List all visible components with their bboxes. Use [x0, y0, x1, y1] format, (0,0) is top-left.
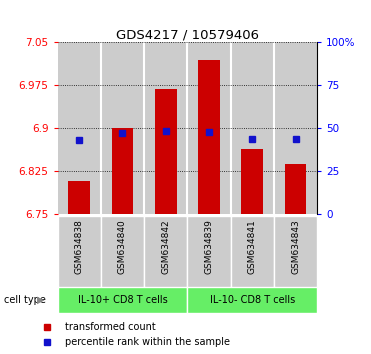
- Bar: [144, 42, 187, 214]
- Text: transformed count: transformed count: [65, 321, 156, 332]
- Bar: [58, 287, 187, 313]
- Text: ▶: ▶: [37, 295, 45, 305]
- Text: IL-10+ CD8 T cells: IL-10+ CD8 T cells: [78, 295, 167, 305]
- Text: GSM634839: GSM634839: [204, 219, 213, 274]
- Text: GSM634841: GSM634841: [248, 219, 257, 274]
- Bar: [144, 216, 187, 287]
- Bar: [187, 42, 231, 214]
- Bar: [58, 42, 101, 214]
- Text: GSM634843: GSM634843: [291, 219, 300, 274]
- Bar: [58, 216, 101, 287]
- Bar: [101, 42, 144, 214]
- Bar: [112, 129, 133, 214]
- Bar: [198, 60, 220, 214]
- Text: GSM634838: GSM634838: [75, 219, 83, 274]
- Bar: [155, 90, 177, 214]
- Text: IL-10- CD8 T cells: IL-10- CD8 T cells: [210, 295, 295, 305]
- Text: GSM634840: GSM634840: [118, 219, 127, 274]
- Bar: [187, 287, 317, 313]
- Bar: [242, 149, 263, 214]
- Text: cell type: cell type: [4, 295, 46, 305]
- Text: GSM634842: GSM634842: [161, 219, 170, 274]
- Bar: [285, 164, 306, 214]
- Bar: [68, 181, 90, 214]
- Text: percentile rank within the sample: percentile rank within the sample: [65, 337, 230, 348]
- Title: GDS4217 / 10579406: GDS4217 / 10579406: [116, 28, 259, 41]
- Bar: [231, 42, 274, 214]
- Bar: [101, 216, 144, 287]
- Bar: [231, 216, 274, 287]
- Bar: [187, 216, 231, 287]
- Bar: [274, 42, 317, 214]
- Bar: [274, 216, 317, 287]
